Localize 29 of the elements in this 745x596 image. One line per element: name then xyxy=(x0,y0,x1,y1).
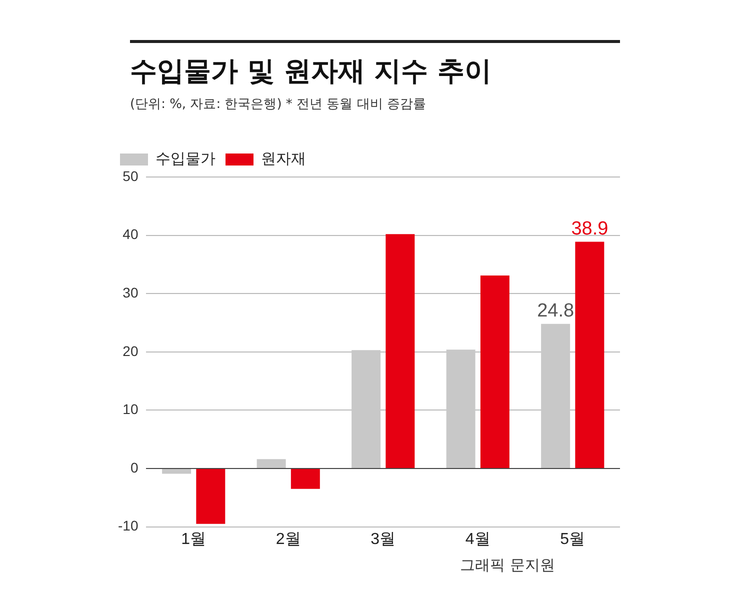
bar xyxy=(575,242,604,468)
y-tick-label: -10 xyxy=(118,518,138,534)
y-tick-label: 30 xyxy=(122,284,138,300)
chart-subtitle: (단위: %, 자료: 한국은행) * 전년 동월 대비 증감률 xyxy=(130,96,427,113)
bar xyxy=(386,234,415,468)
bar xyxy=(196,469,226,524)
y-tick-label: 20 xyxy=(122,342,138,359)
x-tick-label: 5월 xyxy=(560,530,586,548)
x-tick-label: 3월 xyxy=(370,530,396,548)
y-tick-label: 40 xyxy=(122,226,138,242)
bar xyxy=(290,469,320,489)
bar xyxy=(541,324,570,468)
bar xyxy=(480,276,510,468)
y-tick-label: 50 xyxy=(122,168,138,184)
legend-label: 원자재 xyxy=(261,150,306,168)
x-tick-label: 2월 xyxy=(276,530,301,548)
y-tick-label: 10 xyxy=(122,401,138,418)
chart-title: 수입물가 및 원자재 지수 추이 xyxy=(130,55,493,89)
x-tick-label: 4월 xyxy=(465,530,490,548)
text: 그래픽 문지원 xyxy=(460,556,555,575)
bar xyxy=(352,350,381,468)
bar xyxy=(256,459,286,468)
bar xyxy=(162,469,192,474)
x-tick-label: 1월 xyxy=(181,530,206,548)
legend-label: 수입물가 xyxy=(156,150,216,168)
bar xyxy=(446,350,476,468)
y-tick-label: 0 xyxy=(130,459,138,476)
data-label: 38.9 xyxy=(571,218,608,240)
data-label: 24.8 xyxy=(537,300,574,322)
